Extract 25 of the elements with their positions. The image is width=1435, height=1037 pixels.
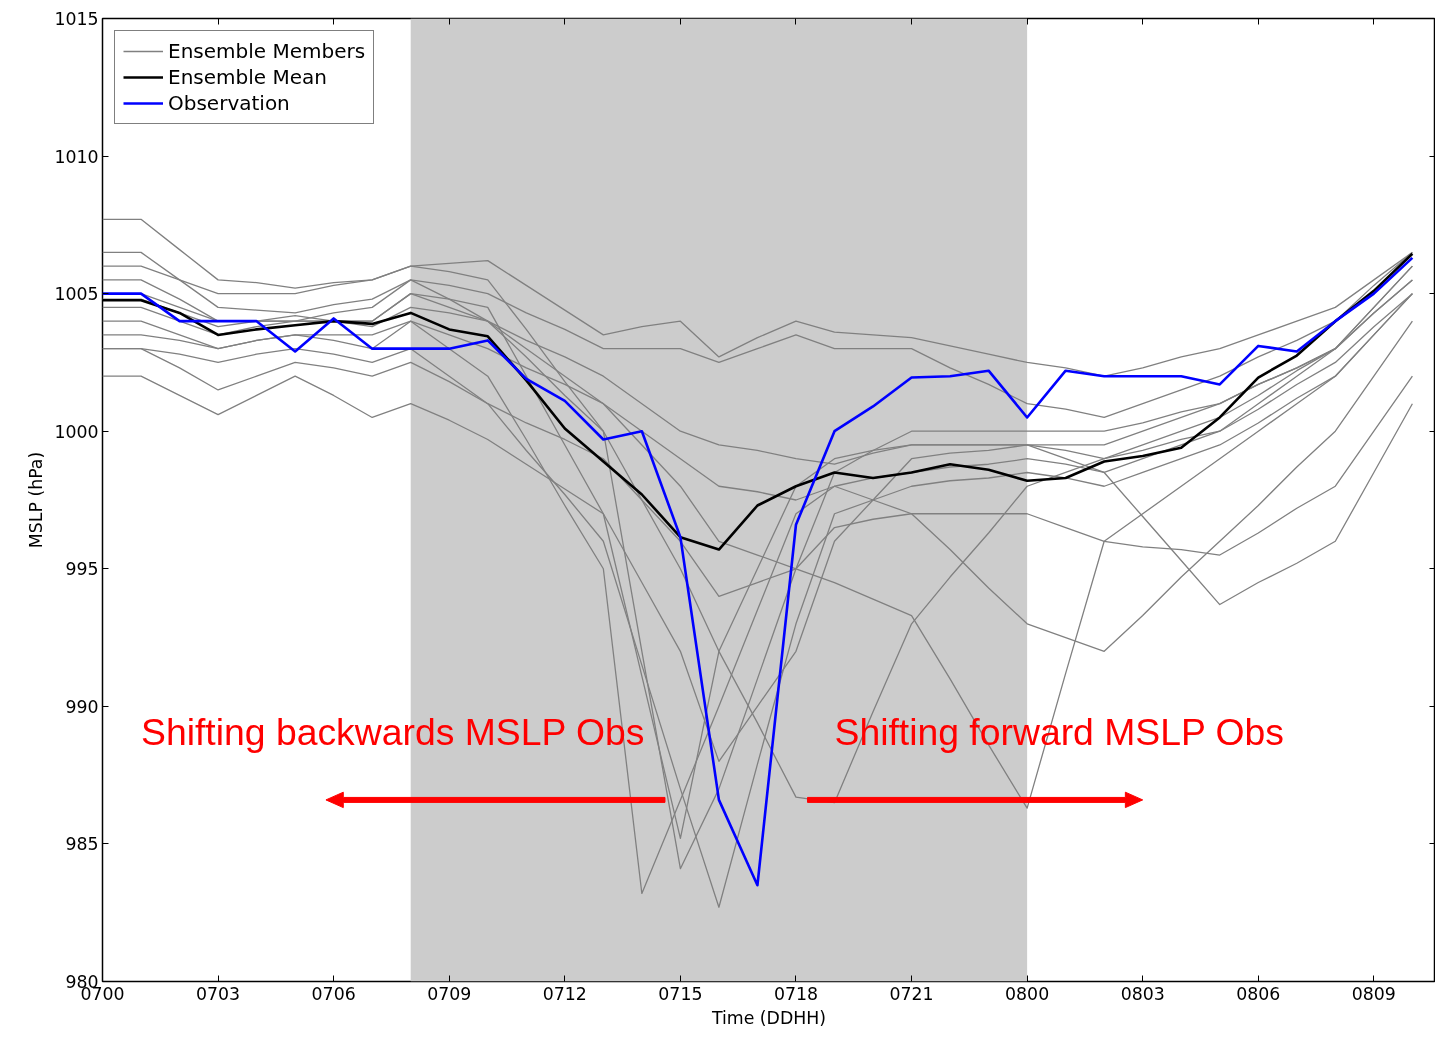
x-tick-label: 0706 <box>311 983 356 1004</box>
x-tick-label: 0800 <box>1005 983 1050 1004</box>
y-tick-label: 990 <box>65 696 99 717</box>
y-tick-label: 1015 <box>54 9 99 29</box>
y-tick-label: 1005 <box>54 284 99 305</box>
annotation: Shifting forward MSLP Obs <box>834 711 1285 754</box>
x-tick-label: 0712 <box>542 983 587 1004</box>
legend-label: Ensemble Mean <box>168 65 327 89</box>
y-tick-label: 1010 <box>54 146 99 167</box>
x-tick-label: 0809 <box>1351 983 1396 1004</box>
x-tick-label: 0803 <box>1120 983 1165 1004</box>
x-tick-label: 0715 <box>658 983 703 1004</box>
x-axis-title: Time (DDHH) <box>710 1007 827 1028</box>
x-tick-label: 0721 <box>889 983 934 1004</box>
x-tick-label: 0709 <box>427 983 472 1004</box>
y-tick-label: 985 <box>65 834 99 855</box>
y-tick-label: 995 <box>65 559 99 580</box>
legend-label: Ensemble Members <box>168 39 366 63</box>
x-tick-label: 0806 <box>1236 983 1281 1004</box>
y-axis-title: MSLP (hPa) <box>26 451 47 549</box>
legend-label: Observation <box>168 91 290 115</box>
annotation: Shifting backwards MSLP Obs <box>141 711 645 754</box>
y-tick-label: 1000 <box>54 421 99 442</box>
x-tick-label: 0703 <box>196 983 241 1004</box>
x-tick-label: 0718 <box>773 983 819 1004</box>
